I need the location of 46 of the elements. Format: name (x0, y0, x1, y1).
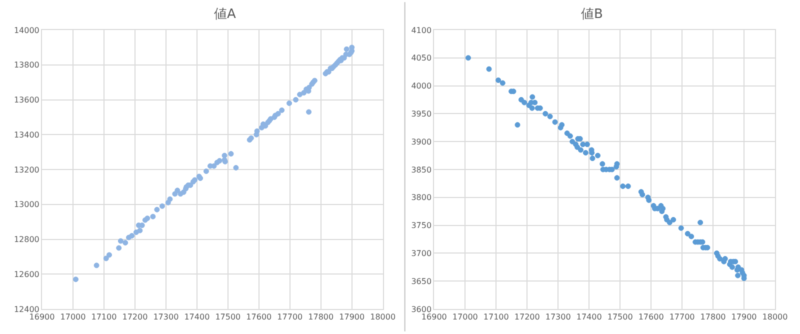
y-tick-label: 3700 (411, 249, 432, 258)
y-tick-label: 3850 (411, 165, 432, 174)
chart-title: 値A (214, 7, 236, 22)
x-tick-label: 17400 (576, 312, 602, 322)
x-tick-label: 17400 (184, 312, 210, 322)
x-tick-label: 17300 (545, 312, 571, 322)
y-tick-label: 3650 (411, 276, 432, 286)
y-tick-label: 4050 (411, 54, 432, 63)
x-tick-label: 17900 (731, 312, 757, 322)
x-tick-label: 17100 (91, 312, 117, 322)
x-tick-label: 17100 (483, 312, 509, 322)
x-tick-label: 17300 (153, 312, 179, 322)
x-tick-label: 16900 (421, 312, 447, 322)
x-tick-label: 17700 (277, 312, 303, 322)
x-tick-label: 17500 (215, 312, 241, 322)
x-tick-label: 17800 (700, 312, 726, 322)
x-tick-label: 17500 (607, 312, 633, 322)
y-tick-label: 13000 (14, 200, 40, 210)
y-tick-label: 13400 (14, 130, 40, 140)
x-tick-label: 17200 (514, 312, 540, 322)
y-tick-label: 3900 (411, 137, 432, 146)
y-tick-label: 12600 (14, 270, 40, 279)
x-tick-label: 17000 (452, 312, 478, 322)
y-tick-label: 12800 (14, 235, 40, 244)
y-tick-label: 14000 (14, 26, 40, 35)
y-tick-label: 3950 (411, 110, 432, 118)
y-tick-label: 12400 (14, 304, 40, 314)
x-tick-label: 17600 (638, 312, 664, 322)
y-tick-label: 13200 (14, 165, 40, 174)
x-tick-label: 16900 (29, 312, 55, 322)
y-tick-label: 4100 (411, 26, 432, 35)
y-tick-label: 4000 (411, 82, 432, 91)
y-tick-label: 13800 (14, 60, 40, 70)
y-tick-label: 3600 (411, 304, 432, 314)
y-tick-label: 3750 (411, 221, 432, 230)
x-tick-label: 17900 (339, 312, 365, 322)
x-tick-label: 17700 (669, 312, 695, 322)
x-tick-label: 18000 (762, 312, 788, 322)
x-tick-label: 17200 (122, 312, 148, 322)
x-tick-label: 17800 (308, 312, 334, 322)
x-tick-label: 18000 (370, 312, 396, 322)
y-tick-label: 13600 (14, 96, 40, 105)
y-tick-label: 3800 (411, 193, 432, 202)
chart-title: 値B (581, 7, 603, 22)
x-tick-label: 17600 (246, 312, 272, 322)
x-tick-label: 17000 (60, 312, 86, 322)
